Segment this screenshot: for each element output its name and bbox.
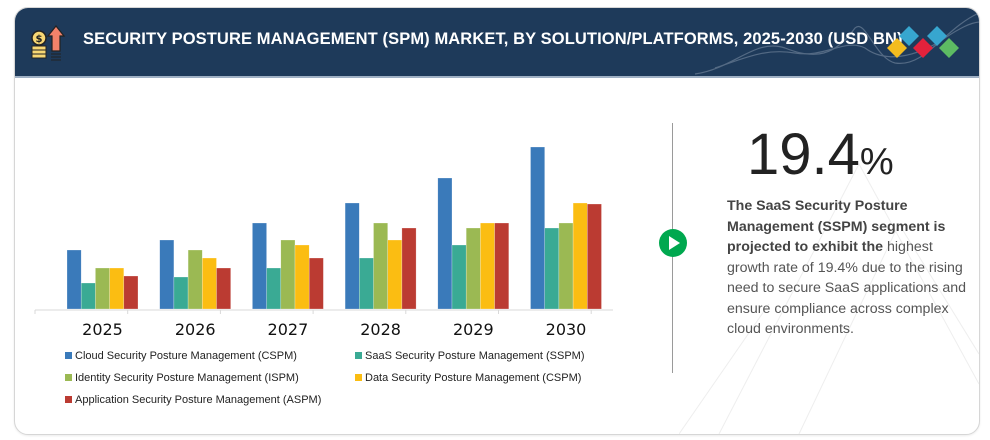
x-tick-label: 2029 bbox=[453, 320, 494, 339]
bar-2025-series-0 bbox=[66, 249, 82, 310]
legend-label: Identity Security Posture Management (IS… bbox=[75, 372, 299, 384]
bar-2026-series-4 bbox=[216, 267, 231, 310]
legend-label: Data Security Posture Management (CSPM) bbox=[365, 372, 582, 384]
legend-item: Data Security Posture Management (CSPM) bbox=[355, 372, 581, 384]
legend-item: SaaS Security Posture Management (SSPM) bbox=[355, 350, 584, 362]
description-body: highest growth rate of 19.4% due to the … bbox=[727, 239, 966, 337]
bar-2025-series-3 bbox=[109, 267, 125, 310]
bar-2028-series-3 bbox=[387, 239, 403, 310]
x-tick-label: 2026 bbox=[175, 320, 216, 339]
x-tick-label: 2028 bbox=[360, 320, 401, 339]
bar-2028-series-1 bbox=[359, 257, 374, 310]
legend-swatch bbox=[65, 352, 72, 359]
bar-2026-series-0 bbox=[159, 239, 175, 310]
legend-label: Cloud Security Posture Management (CSPM) bbox=[75, 350, 297, 362]
legend-item: Cloud Security Posture Management (CSPM) bbox=[65, 350, 297, 362]
bar-2027-series-0 bbox=[252, 222, 267, 310]
legend-item: Identity Security Posture Management (IS… bbox=[65, 372, 299, 384]
bar-2030-series-1 bbox=[544, 227, 560, 310]
x-tick-label: 2030 bbox=[546, 320, 587, 339]
svg-text:$: $ bbox=[36, 34, 43, 45]
legend-swatch bbox=[355, 374, 362, 381]
bar-chart: 2025 2026 2027 2028 2029 2030 bbox=[34, 146, 613, 339]
bar-2027-series-1 bbox=[266, 267, 282, 310]
chart-title: SECURITY POSTURE MANAGEMENT (SPM) MARKET… bbox=[83, 30, 903, 48]
legend-swatch bbox=[65, 396, 72, 403]
stat-unit: % bbox=[859, 141, 894, 183]
coins-growth-arrow-icon: $ bbox=[31, 25, 66, 61]
bar-2029-series-4 bbox=[494, 222, 510, 310]
highlight-description: The SaaS Security Posture Management (SS… bbox=[727, 196, 967, 340]
header-bar: $ SECURITY POSTURE MANAGEMENT (SPM) MARK… bbox=[15, 8, 979, 78]
legend-item: Application Security Posture Management … bbox=[65, 394, 321, 406]
background-decoration bbox=[679, 162, 979, 434]
legend-swatch bbox=[65, 374, 72, 381]
legend-swatch bbox=[355, 352, 362, 359]
legend-label: SaaS Security Posture Management (SSPM) bbox=[365, 350, 585, 362]
bar-2029-series-0 bbox=[437, 177, 453, 310]
bar-2027-series-4 bbox=[308, 257, 324, 310]
legend-label: Application Security Posture Management … bbox=[75, 394, 322, 406]
bar-2027-series-2 bbox=[280, 239, 296, 310]
bar-2025-series-4 bbox=[123, 275, 139, 310]
bar-2026-series-3 bbox=[202, 257, 217, 310]
bar-2025-series-2 bbox=[95, 267, 110, 310]
bar-2030-series-3 bbox=[572, 202, 588, 310]
x-tick-label: 2027 bbox=[268, 320, 309, 339]
bar-2029-series-2 bbox=[465, 227, 481, 310]
colored-diamonds-logo bbox=[887, 26, 959, 58]
bar-2028-series-2 bbox=[373, 222, 388, 310]
infographic-card: $ SECURITY POSTURE MANAGEMENT (SPM) MARK… bbox=[14, 7, 980, 435]
stat-value: 19.4 bbox=[747, 122, 860, 187]
bar-2028-series-0 bbox=[344, 202, 360, 310]
bar-2029-series-3 bbox=[480, 222, 495, 310]
bar-2030-series-4 bbox=[587, 203, 602, 310]
bar-2027-series-3 bbox=[294, 244, 310, 310]
bar-2028-series-4 bbox=[401, 227, 417, 310]
x-tick-label: 2025 bbox=[82, 320, 123, 339]
bar-2029-series-1 bbox=[451, 244, 467, 310]
bar-2026-series-1 bbox=[173, 276, 189, 310]
bar-2026-series-2 bbox=[187, 249, 203, 310]
play-circle-icon bbox=[659, 229, 687, 257]
bar-2030-series-2 bbox=[558, 222, 574, 310]
description-bold: The SaaS Security Posture Management (SS… bbox=[727, 198, 946, 255]
growth-rate-stat: 19.4% bbox=[747, 120, 894, 197]
bar-2025-series-1 bbox=[80, 282, 96, 310]
bar-2030-series-0 bbox=[530, 146, 545, 310]
